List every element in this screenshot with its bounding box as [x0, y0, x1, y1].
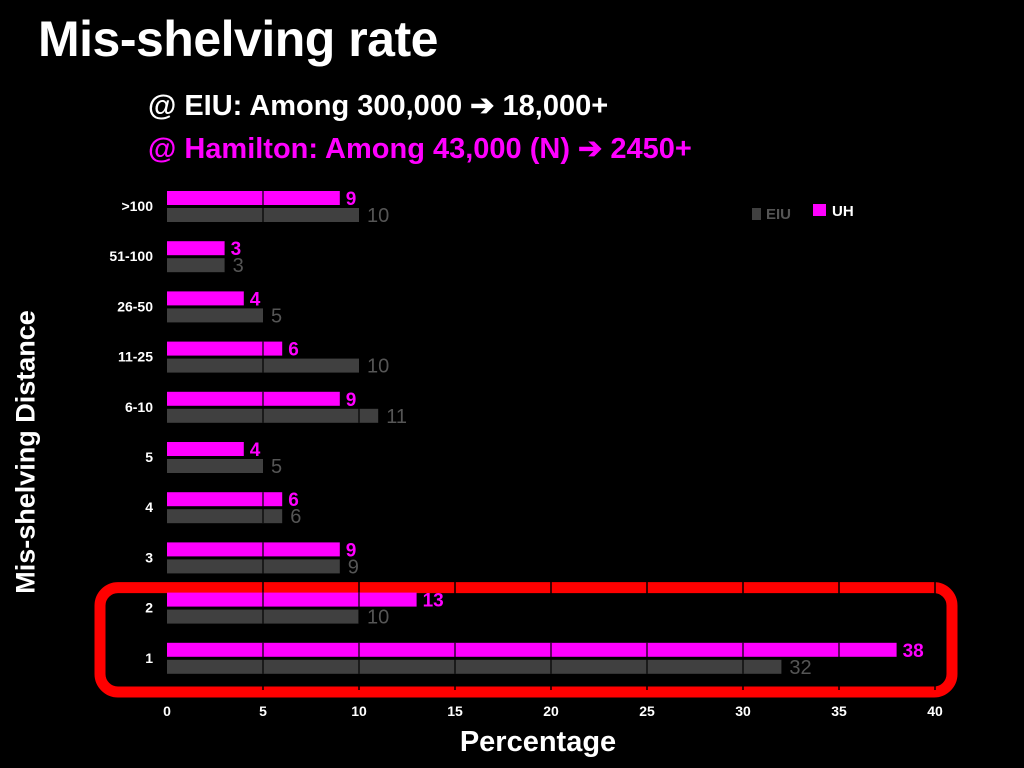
data-label-eiu: 9: [348, 556, 359, 578]
legend-label-eiu: EIU: [766, 206, 791, 223]
bar-uh: [167, 442, 244, 456]
y-tick-label: >100: [121, 198, 153, 214]
data-label-uh: 9: [346, 189, 357, 210]
x-tick-label: 20: [543, 703, 559, 719]
x-tick-label: 10: [351, 703, 367, 719]
x-tick-label: 40: [927, 703, 943, 719]
bar-uh: [167, 191, 340, 205]
data-label-uh: 13: [423, 591, 444, 612]
data-label-eiu: 6: [290, 506, 301, 528]
x-axis-label: Percentage: [459, 726, 617, 758]
data-label-uh: 3: [231, 239, 242, 260]
bar-uh: [167, 492, 283, 507]
data-label-eiu: 5: [271, 456, 282, 478]
data-label-uh: 4: [250, 440, 261, 461]
x-tick-label: 0: [163, 703, 171, 719]
y-tick-label: 3: [145, 549, 153, 565]
subtitle-eiu-prefix: @ EIU: Among 300,000: [148, 90, 463, 122]
data-label-eiu: 32: [789, 657, 811, 679]
data-label-eiu: 10: [367, 607, 389, 629]
subtitle-hamilton: @ Hamilton: Among 43,000 (N) ➔ 2450+: [148, 131, 692, 166]
subtitle-hamilton-suffix: 2450+: [610, 133, 692, 165]
data-label-eiu: 5: [271, 305, 282, 327]
y-tick-label: 6-10: [125, 399, 153, 415]
x-tick-label: 35: [831, 703, 847, 719]
legend-swatch-uh: [813, 204, 826, 216]
bar-eiu: [167, 308, 263, 323]
data-label-eiu: 11: [386, 406, 407, 428]
bar-eiu: [167, 258, 225, 273]
y-tick-label: 26-50: [117, 298, 153, 314]
bar-uh: [167, 542, 340, 557]
data-label-uh: 38: [903, 641, 924, 662]
highlight-box: [94, 582, 958, 698]
bar-uh: [167, 291, 244, 306]
data-label-uh: 9: [346, 390, 357, 411]
x-tick-label: 25: [639, 703, 655, 719]
bar-uh: [167, 642, 897, 657]
legend-swatch-eiu: [752, 208, 761, 220]
data-label-uh: 9: [346, 540, 357, 561]
bar-eiu: [167, 459, 263, 473]
bar-eiu: [167, 659, 782, 674]
subtitle-eiu-suffix: 18,000+: [502, 90, 609, 122]
y-tick-label: 51-100: [109, 248, 153, 264]
data-label-eiu: 10: [367, 356, 389, 378]
page-title: Mis-shelving rate: [38, 11, 438, 67]
x-tick-label: 15: [447, 703, 463, 719]
data-label-uh: 4: [250, 289, 261, 310]
data-label-eiu: 3: [233, 255, 244, 277]
legend-label-uh: UH: [832, 203, 854, 220]
data-label-eiu: 10: [367, 205, 389, 227]
data-label-uh: 6: [288, 490, 299, 511]
y-tick-label: 4: [145, 499, 153, 515]
bar-eiu: [167, 559, 340, 574]
subtitle-hamilton-prefix: @ Hamilton: Among 43,000 (N): [148, 133, 570, 165]
bar-eiu: [167, 509, 283, 524]
y-tick-label: 1: [145, 650, 153, 666]
x-tick-label: 30: [735, 703, 751, 719]
bar-eiu: [167, 408, 379, 423]
subtitle-eiu: @ EIU: Among 300,000 ➔ 18,000+: [148, 88, 608, 123]
bar-uh: [167, 592, 417, 607]
bar-uh: [167, 391, 340, 406]
y-axis-label: Mis-shelving Distance: [10, 310, 41, 594]
bar-uh: [167, 241, 225, 256]
y-tick-label: 11-25: [118, 349, 153, 365]
arrow-right-icon: ➔: [470, 90, 495, 122]
y-tick-label: 2: [145, 600, 153, 616]
x-tick-label: 5: [259, 703, 267, 719]
bar-uh: [167, 341, 283, 356]
arrow-right-icon: ➔: [578, 133, 603, 165]
data-label-uh: 6: [288, 340, 299, 361]
y-tick-label: 5: [145, 449, 153, 465]
